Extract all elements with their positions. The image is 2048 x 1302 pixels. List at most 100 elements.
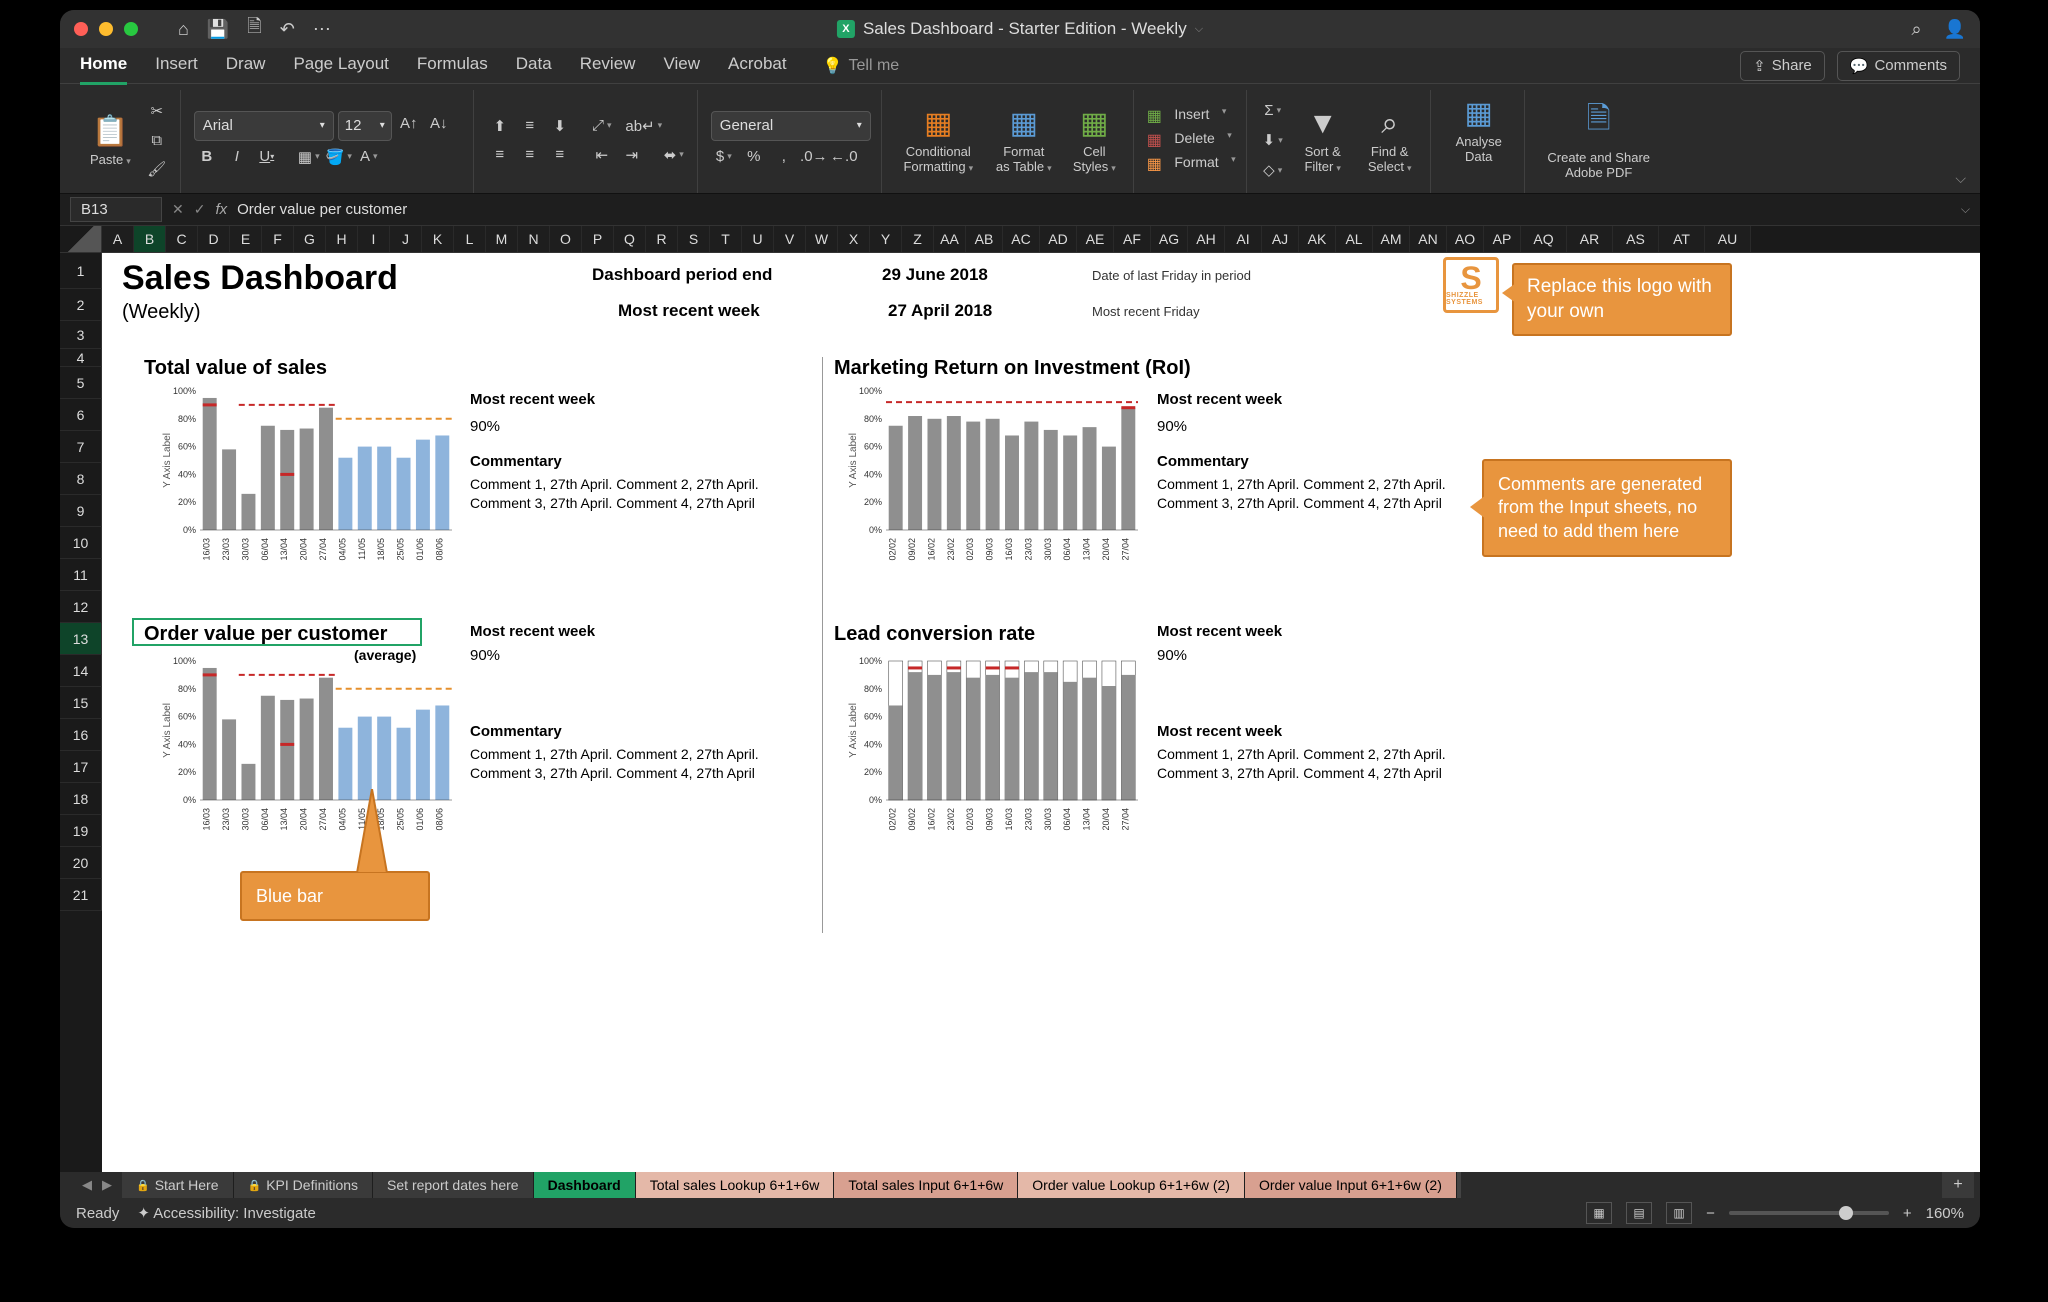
col-header-A[interactable]: A xyxy=(102,226,134,252)
col-header-E[interactable]: E xyxy=(230,226,262,252)
insert-button[interactable]: ▦ Insert ▾ xyxy=(1147,106,1236,126)
chevron-down-icon[interactable]: ⌵ xyxy=(1195,23,1203,36)
increase-font-icon[interactable]: A↑ xyxy=(396,111,422,137)
col-header-T[interactable]: T xyxy=(710,226,742,252)
sheet-tab-total-sales-lookup-6-1-6w[interactable]: Total sales Lookup 6+1+6w xyxy=(636,1172,835,1198)
col-header-AS[interactable]: AS xyxy=(1613,226,1659,252)
indent-left-icon[interactable]: ⇤ xyxy=(589,142,615,168)
col-header-K[interactable]: K xyxy=(422,226,454,252)
col-header-AM[interactable]: AM xyxy=(1373,226,1410,252)
align-left-icon[interactable]: ≡ xyxy=(487,142,513,168)
tab-formulas[interactable]: Formulas xyxy=(417,46,488,85)
fill-color-button[interactable]: 🪣 xyxy=(326,144,352,170)
adobe-pdf-button[interactable]: 🗎Create and Share Adobe PDF xyxy=(1538,93,1660,183)
autosave-icon[interactable]: 🗎 xyxy=(247,14,261,44)
page-break-view-button[interactable]: ▥ xyxy=(1666,1202,1692,1224)
row-header-5[interactable]: 5 xyxy=(60,367,102,399)
merge-icon[interactable]: ⬌ xyxy=(661,142,687,168)
col-header-AO[interactable]: AO xyxy=(1447,226,1484,252)
row-header-8[interactable]: 8 xyxy=(60,463,102,495)
col-header-AK[interactable]: AK xyxy=(1299,226,1336,252)
close-window-button[interactable] xyxy=(74,22,88,36)
col-header-P[interactable]: P xyxy=(582,226,614,252)
comments-button[interactable]: 💬Comments xyxy=(1837,51,1960,81)
tab-nav-right-icon[interactable]: ▶ xyxy=(102,1177,112,1193)
col-header-AU[interactable]: AU xyxy=(1705,226,1751,252)
indent-right-icon[interactable]: ⇥ xyxy=(619,142,645,168)
col-header-AC[interactable]: AC xyxy=(1003,226,1040,252)
col-header-Y[interactable]: Y xyxy=(870,226,902,252)
col-header-V[interactable]: V xyxy=(774,226,806,252)
percent-icon[interactable]: % xyxy=(741,144,767,170)
collapse-ribbon-icon[interactable]: ⌵ xyxy=(1955,170,1966,187)
copy-icon[interactable]: ⧉ xyxy=(144,127,170,153)
maximize-window-button[interactable] xyxy=(124,22,138,36)
row-header-19[interactable]: 19 xyxy=(60,815,102,847)
cell-styles-button[interactable]: ▦Cell Styles xyxy=(1066,103,1123,177)
zoom-in-button[interactable]: + xyxy=(1903,1205,1912,1222)
analyse-data-button[interactable]: ▦Analyse Data xyxy=(1444,93,1514,167)
col-header-AQ[interactable]: AQ xyxy=(1521,226,1567,252)
col-header-AB[interactable]: AB xyxy=(966,226,1003,252)
cancel-formula-icon[interactable]: ✕ xyxy=(172,201,184,218)
col-header-G[interactable]: G xyxy=(294,226,326,252)
undo-icon[interactable]: ↶ xyxy=(280,19,295,40)
tab-page-layout[interactable]: Page Layout xyxy=(293,46,388,85)
sheet-tab-total-sales-input-6-1-6w[interactable]: Total sales Input 6+1+6w xyxy=(834,1172,1018,1198)
font-name-select[interactable]: Arial▾ xyxy=(194,111,334,141)
sheet-tab-start-here[interactable]: 🔒Start Here xyxy=(122,1172,234,1198)
row-header-1[interactable]: 1 xyxy=(60,253,102,289)
zoom-value[interactable]: 160% xyxy=(1926,1205,1964,1222)
expand-fbar-icon[interactable]: ⌵ xyxy=(1961,202,1970,217)
bold-button[interactable]: B xyxy=(194,144,220,170)
font-color-button[interactable]: A xyxy=(356,144,382,170)
col-header-AH[interactable]: AH xyxy=(1188,226,1225,252)
col-header-AL[interactable]: AL xyxy=(1336,226,1373,252)
col-header-L[interactable]: L xyxy=(454,226,486,252)
comma-icon[interactable]: , xyxy=(771,144,797,170)
font-size-select[interactable]: 12▾ xyxy=(338,111,392,141)
col-header-J[interactable]: J xyxy=(390,226,422,252)
row-header-17[interactable]: 17 xyxy=(60,751,102,783)
col-header-AA[interactable]: AA xyxy=(934,226,966,252)
share-button[interactable]: ⇪Share xyxy=(1740,51,1825,81)
format-button[interactable]: ▦ Format ▾ xyxy=(1147,154,1236,174)
wrap-text-icon[interactable]: ab↵ xyxy=(631,113,657,139)
autosum-icon[interactable]: Σ xyxy=(1260,97,1286,123)
add-sheet-button[interactable]: + xyxy=(1942,1172,1974,1198)
col-header-H[interactable]: H xyxy=(326,226,358,252)
row-header-15[interactable]: 15 xyxy=(60,687,102,719)
col-header-D[interactable]: D xyxy=(198,226,230,252)
user-icon[interactable]: 👤 xyxy=(1944,19,1966,40)
col-header-AP[interactable]: AP xyxy=(1484,226,1521,252)
col-header-AF[interactable]: AF xyxy=(1114,226,1151,252)
underline-button[interactable]: U▾ xyxy=(254,144,280,170)
col-header-AJ[interactable]: AJ xyxy=(1262,226,1299,252)
sheet-tab-dashboard[interactable]: Dashboard xyxy=(534,1172,636,1198)
align-bottom-icon[interactable]: ⬇ xyxy=(547,113,573,139)
row-header-12[interactable]: 12 xyxy=(60,591,102,623)
col-header-AR[interactable]: AR xyxy=(1567,226,1613,252)
col-header-Z[interactable]: Z xyxy=(902,226,934,252)
col-header-M[interactable]: M xyxy=(486,226,518,252)
tab-acrobat[interactable]: Acrobat xyxy=(728,46,787,85)
paste-button[interactable]: 📋 Paste xyxy=(84,111,137,170)
tab-nav-left-icon[interactable]: ◀ xyxy=(82,1177,92,1193)
sheet-tab-order-value-lookup-6-1-6w-2-[interactable]: Order value Lookup 6+1+6w (2) xyxy=(1018,1172,1245,1198)
sheet-tab-set-report-dates-here[interactable]: Set report dates here xyxy=(373,1172,534,1198)
col-header-R[interactable]: R xyxy=(646,226,678,252)
zoom-thumb[interactable] xyxy=(1839,1206,1853,1220)
qat-more-icon[interactable]: ⋯ xyxy=(313,19,331,40)
select-all-button[interactable] xyxy=(60,226,102,252)
align-right-icon[interactable]: ≡ xyxy=(547,142,573,168)
align-top-icon[interactable]: ⬆ xyxy=(487,113,513,139)
page-layout-view-button[interactable]: ▤ xyxy=(1626,1202,1652,1224)
col-header-N[interactable]: N xyxy=(518,226,550,252)
delete-button[interactable]: ▦ Delete ▾ xyxy=(1147,130,1236,150)
sheet-tab-order-value-input-6-1-6w-2-[interactable]: Order value Input 6+1+6w (2) xyxy=(1245,1172,1457,1198)
col-header-F[interactable]: F xyxy=(262,226,294,252)
col-header-O[interactable]: O xyxy=(550,226,582,252)
tab-draw[interactable]: Draw xyxy=(226,46,266,85)
row-header-6[interactable]: 6 xyxy=(60,399,102,431)
enter-formula-icon[interactable]: ✓ xyxy=(194,201,206,218)
